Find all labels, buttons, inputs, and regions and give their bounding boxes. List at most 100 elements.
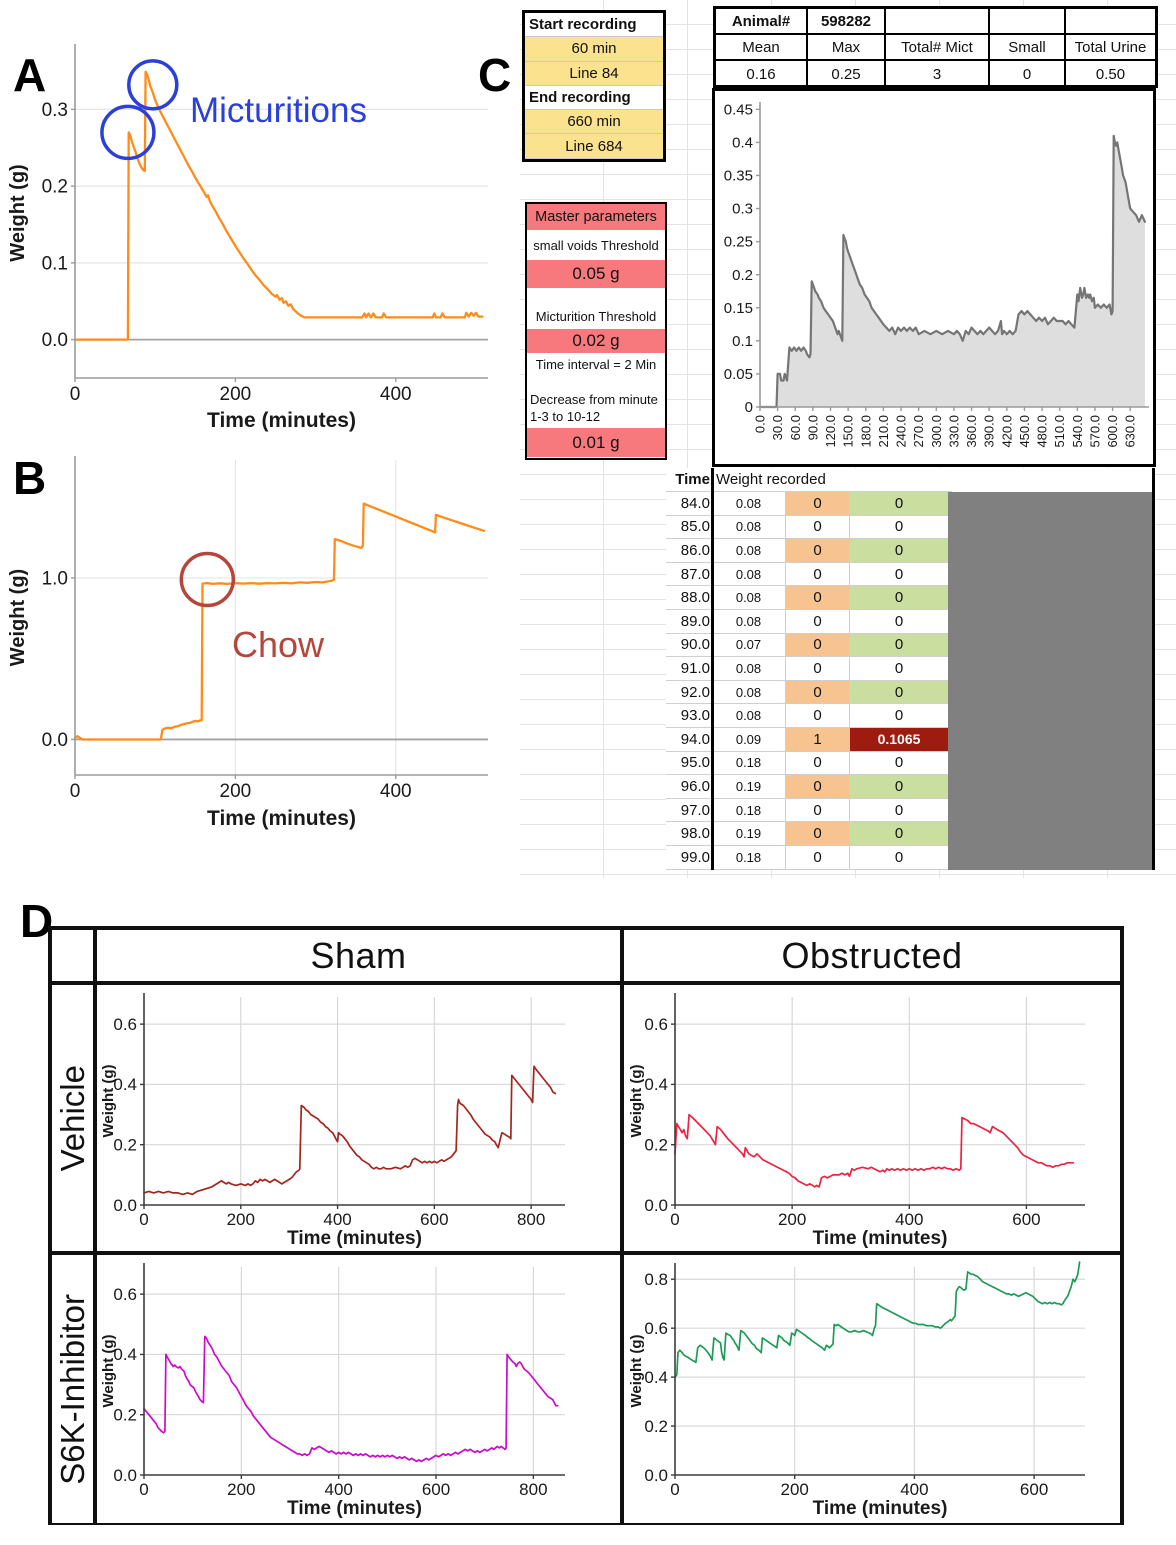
svg-text:480.0: 480.0 — [1035, 415, 1050, 448]
stats-cell: Total Urine — [1074, 38, 1147, 56]
svg-text:0.05: 0.05 — [724, 366, 753, 383]
cell-sham-s6k — [95, 1253, 622, 1525]
svg-text:0.6: 0.6 — [113, 1285, 137, 1304]
svg-text:0.15: 0.15 — [724, 300, 753, 317]
trace-line — [143, 1065, 557, 1196]
stats-cell — [990, 9, 1066, 33]
svg-text:0: 0 — [745, 399, 753, 416]
data-cell: 0 — [786, 492, 850, 516]
svg-text:0: 0 — [70, 781, 81, 802]
svg-text:0.2: 0.2 — [42, 177, 68, 198]
data-cell: 0 — [850, 799, 948, 823]
svg-text:0.2: 0.2 — [644, 1417, 668, 1436]
data-cell: 0.19 — [712, 775, 786, 799]
svg-text:270.0: 270.0 — [911, 415, 926, 448]
stats-cell — [1066, 9, 1155, 33]
stats-row: 0.16 0.25 3 0 0.50 — [716, 61, 1155, 88]
data-cell: 95.0 — [666, 752, 712, 776]
data-table-row: 96.0 0.19 0 0 — [666, 775, 1155, 799]
recording-settings-box: Start recording 60 min Line 84 End recordin… — [522, 10, 666, 162]
data-cell: 0.07 — [712, 633, 786, 658]
recording-box-row: End recording — [525, 86, 663, 111]
svg-text:Time (minutes): Time (minutes) — [207, 807, 356, 830]
stats-cell: Mean — [716, 35, 808, 59]
svg-text:1.0: 1.0 — [42, 568, 68, 589]
svg-text:420.0: 420.0 — [999, 415, 1014, 448]
svg-text:200: 200 — [781, 1480, 809, 1499]
master-box-row: small voids Threshold — [533, 237, 659, 253]
data-cell: 93.0 — [666, 704, 712, 728]
recording-box-row: Start recording — [525, 13, 663, 38]
obstructed-s6k-chart: 0 200 400 600 0.0 0.2 0.4 0.6 0.8 Time (minutes) W… — [627, 1257, 1117, 1519]
data-table-row: 87.0 0.08 0 0 — [666, 562, 1155, 587]
master-box-row: 0.02 g — [527, 329, 665, 353]
svg-text:400: 400 — [895, 1210, 923, 1229]
svg-text:400: 400 — [380, 781, 412, 802]
svg-text:400: 400 — [324, 1480, 352, 1499]
data-cell: 0 — [850, 822, 948, 846]
s6k_obstructed-svg: 0 200 400 600 0.0 0.2 0.4 0.6 0.8 Time (minutes) W… — [628, 1261, 1085, 1519]
svg-text:0.3: 0.3 — [732, 201, 753, 218]
data-cell: 97.0 — [666, 799, 712, 823]
svg-text:0: 0 — [139, 1480, 148, 1499]
data-cell: 87.0 — [666, 563, 712, 587]
svg-text:540.0: 540.0 — [1070, 415, 1085, 448]
svg-text:Weight (g): Weight (g) — [100, 1064, 117, 1137]
data-cell: 0.08 — [712, 704, 786, 728]
vehicle_sham-svg: 0 200 400 600 800 0.0 0.2 0.4 0.6 Time (minutes) W… — [100, 993, 565, 1249]
trace-line — [143, 1335, 559, 1463]
svg-text:400: 400 — [380, 384, 412, 405]
data-cell: 0 — [786, 798, 850, 823]
svg-text:800: 800 — [517, 1210, 545, 1229]
svg-text:0.8: 0.8 — [644, 1270, 668, 1289]
data-cell: 0 — [850, 704, 948, 728]
svg-text:570.0: 570.0 — [1087, 415, 1102, 448]
data-table-row: 99.0 0.18 0 0 — [666, 846, 1155, 870]
data-cell: 0 — [786, 539, 850, 563]
svg-text:600: 600 — [1020, 1480, 1048, 1499]
data-cell: 98.0 — [666, 822, 712, 846]
panel-d-label: D — [20, 895, 54, 947]
masked-region — [948, 492, 1155, 870]
data-cell: 0.08 — [712, 680, 786, 705]
svg-text:0: 0 — [670, 1210, 679, 1229]
svg-text:400: 400 — [900, 1480, 928, 1499]
svg-text:Micturitions: Micturitions — [190, 91, 367, 130]
panel-c-label: C — [478, 49, 512, 101]
svg-text:510.0: 510.0 — [1052, 415, 1067, 448]
panel_a-svg: 0 200 400 0.0 0.1 0.2 0.3 Time (minutes) Weight … — [7, 44, 488, 432]
svg-text:0: 0 — [670, 1480, 679, 1499]
svg-text:0.0: 0.0 — [42, 330, 68, 351]
stats-cell: Small — [990, 35, 1066, 59]
data-cell: 0 — [786, 515, 850, 540]
cell-obstructed-s6k — [622, 1253, 1122, 1525]
svg-text:Time (minutes): Time (minutes) — [813, 1228, 948, 1249]
data-cell: 91.0 — [666, 657, 712, 681]
vehicle_obstructed-svg: 0 200 400 600 0.0 0.2 0.4 0.6 Time (minutes) Weig… — [628, 993, 1085, 1249]
s6k_sham-svg: 0 200 400 600 800 0.0 0.2 0.4 0.6 Time (minutes) W… — [100, 1263, 565, 1519]
sham-vehicle-chart: 0 200 400 600 800 0.0 0.2 0.4 0.6 Time (minutes) W… — [99, 987, 617, 1249]
data-cell: 0 — [850, 516, 948, 540]
recording-box-row: 660 min — [525, 110, 663, 135]
svg-text:200: 200 — [220, 781, 252, 802]
stats-cell — [886, 9, 990, 33]
data-table-row: 88.0 0.08 0 0 — [666, 586, 1155, 610]
data-cell: 0 — [786, 704, 850, 728]
data-table-row: 84.0 0.08 0 0 — [666, 492, 1155, 516]
svg-text:Time (minutes): Time (minutes) — [813, 1498, 948, 1519]
svg-text:200: 200 — [227, 1210, 255, 1229]
row-header-s6k-inhibitor: S6K-Inhibitor — [50, 1253, 95, 1525]
recording-box-row: Line 684 — [525, 134, 663, 159]
svg-text:Weight (g): Weight (g) — [100, 1334, 117, 1407]
data-table-row: 94.0 0.09 1 0.1065 — [666, 728, 1155, 752]
panel-b-label: B — [13, 452, 47, 504]
stats-cell: 0.25 — [808, 61, 886, 88]
data-cell: 0 — [786, 680, 850, 705]
data-cell: 0 — [850, 775, 948, 799]
svg-text:Weight (g): Weight (g) — [628, 1334, 645, 1407]
panel-b-feeding-chart: 0 200 400 0.0 1.0 Time (minutes) Weight (g) Cho… — [0, 445, 515, 860]
svg-text:0.35: 0.35 — [724, 168, 753, 185]
svg-text:60.0: 60.0 — [788, 415, 803, 440]
data-cell: 0 — [850, 846, 948, 870]
